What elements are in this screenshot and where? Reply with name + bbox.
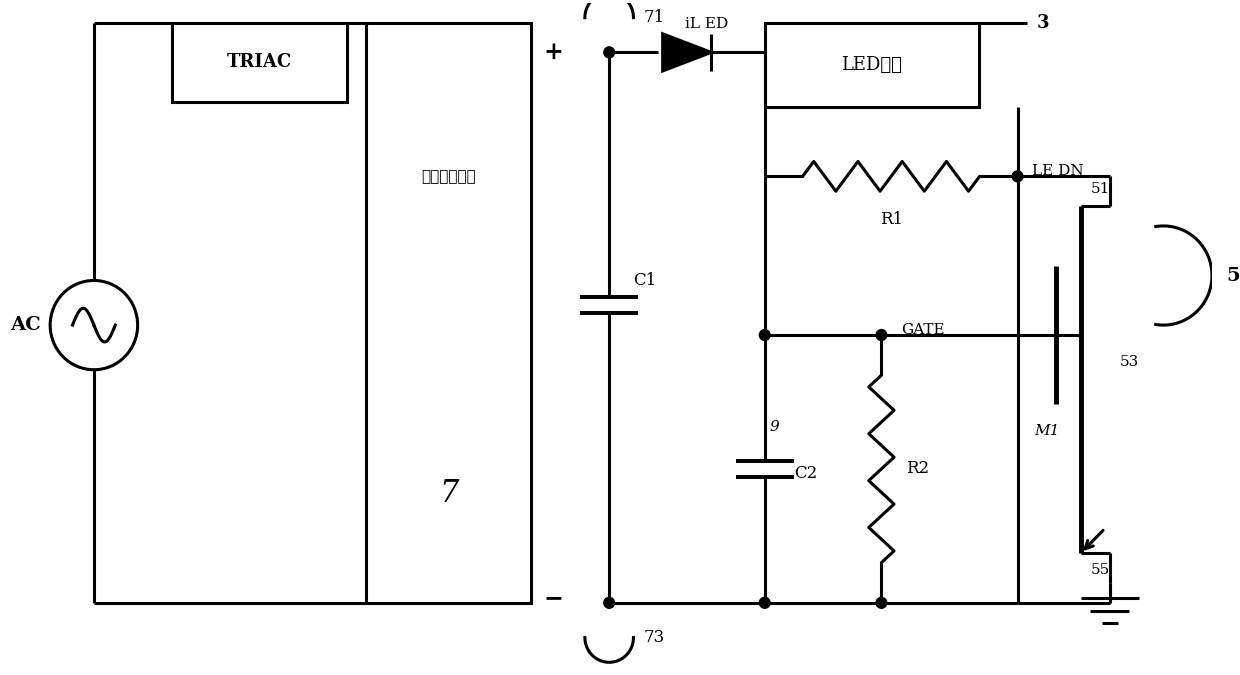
Circle shape: [759, 597, 770, 608]
Text: M1: M1: [1034, 425, 1059, 438]
Text: LE DN: LE DN: [1032, 165, 1084, 178]
Text: AC: AC: [10, 316, 41, 334]
Text: R2: R2: [905, 460, 929, 477]
Bar: [366, 23, 532, 603]
Text: GATE: GATE: [900, 323, 945, 337]
Circle shape: [604, 47, 615, 58]
Circle shape: [759, 329, 770, 340]
Text: 51: 51: [1090, 182, 1110, 196]
Text: +: +: [543, 40, 563, 64]
Text: 73: 73: [644, 629, 665, 646]
Text: TRIAC: TRIAC: [227, 53, 291, 72]
Text: 71: 71: [644, 9, 665, 26]
Text: C2: C2: [794, 465, 817, 483]
Circle shape: [604, 597, 615, 608]
Text: LED负载: LED负载: [841, 56, 903, 74]
Text: 53: 53: [1120, 355, 1138, 369]
Text: 3: 3: [1037, 14, 1049, 32]
Text: 5: 5: [1226, 267, 1240, 285]
Text: R1: R1: [879, 211, 903, 228]
Text: 55: 55: [1090, 563, 1110, 577]
Text: −: −: [543, 586, 563, 610]
Circle shape: [877, 329, 887, 340]
Polygon shape: [662, 34, 712, 71]
Text: 9: 9: [770, 421, 780, 434]
Text: 7: 7: [439, 478, 459, 509]
Bar: [171, 23, 347, 102]
Bar: [765, 23, 978, 107]
Circle shape: [877, 597, 887, 608]
Text: C1: C1: [634, 272, 657, 289]
Circle shape: [1012, 171, 1023, 182]
Text: iL ED: iL ED: [684, 17, 728, 30]
Text: 恒流控制电路: 恒流控制电路: [422, 169, 476, 184]
